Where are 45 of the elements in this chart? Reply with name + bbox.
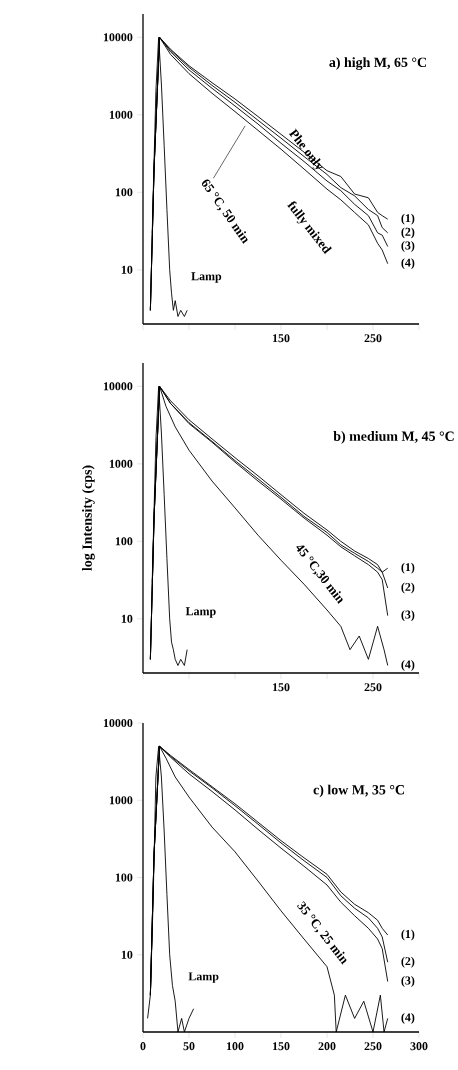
- series-label: (2): [401, 582, 415, 594]
- annotation: 65 °C, 50 min: [201, 179, 248, 245]
- x-tick-label: 100: [226, 1042, 244, 1051]
- y-tick-label: 100: [115, 537, 133, 546]
- series-label: Lamp: [188, 972, 219, 983]
- x-tick-label: 150: [272, 683, 290, 692]
- series-label: Lamp: [185, 607, 216, 618]
- y-tick-label: 1000: [109, 796, 133, 805]
- annotation: Phe only: [288, 128, 323, 170]
- y-tick-label: 10000: [103, 33, 133, 42]
- series-label: (3): [401, 976, 415, 987]
- series-label: (1): [401, 929, 415, 941]
- x-tick-label: 250: [364, 334, 382, 343]
- y-tick-label: 10000: [103, 382, 133, 391]
- text: b) medium M, 45 °C: [333, 431, 454, 444]
- y-tick-label: 1000: [109, 459, 133, 468]
- series-label: (3): [401, 241, 415, 252]
- y-tick-label: 100: [115, 188, 133, 197]
- series-label: (2): [401, 227, 415, 239]
- annotation: 35 °C, 25 min: [297, 901, 347, 965]
- series-label: (3): [401, 610, 415, 622]
- x-tick-label: 0: [140, 1042, 146, 1051]
- series-label: (4): [401, 660, 415, 671]
- x-tick-label: 50: [183, 1042, 195, 1051]
- y-tick-label: 1000: [109, 110, 133, 119]
- series-label: (4): [401, 1012, 415, 1024]
- y-axis-title: log Intensity (cps): [82, 465, 95, 571]
- x-tick-label: 200: [318, 1042, 336, 1051]
- text: c) low M, 35 °C: [313, 784, 404, 798]
- series-label: (2): [401, 956, 415, 968]
- x-tick-label: 250: [364, 1042, 382, 1051]
- y-tick-label: 100: [115, 873, 133, 882]
- y-tick-label: 10: [121, 950, 133, 959]
- series-label: (4): [401, 258, 415, 270]
- series-label: Lamp: [191, 272, 222, 283]
- y-tick-label: 10000: [103, 718, 133, 728]
- y-tick-label: 10: [121, 614, 133, 623]
- x-tick-label: 150: [272, 1042, 290, 1051]
- y-tick-label: 10: [121, 265, 133, 274]
- series-label: (1): [401, 562, 415, 574]
- x-tick-label: 250: [364, 683, 382, 692]
- x-tick-label: 300: [410, 1042, 428, 1051]
- series-label: (1): [401, 213, 415, 225]
- x-tick-label: 150: [272, 334, 290, 343]
- text: a) high M, 65 °C: [329, 57, 427, 70]
